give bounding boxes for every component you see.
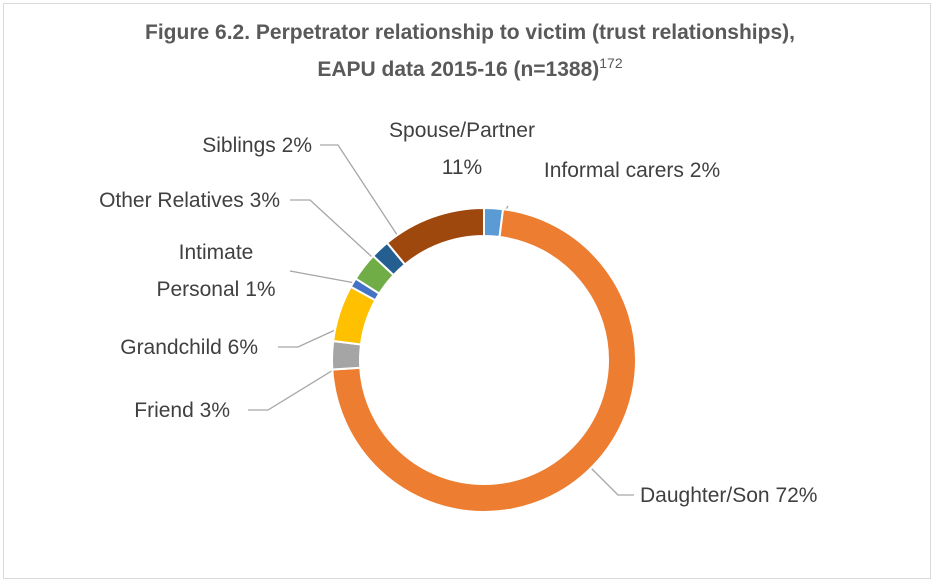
chart-border (3, 3, 931, 579)
value-label: 11% (441, 156, 483, 179)
data-label: Grandchild 6% (120, 329, 258, 366)
category-label: Friend (134, 399, 194, 422)
value-label: 1% (245, 278, 276, 301)
donut-slice (331, 339, 363, 371)
category-label: Intimate Personal (156, 241, 254, 301)
title-superscript: 172 (599, 55, 623, 71)
data-label: Other Relatives 3% (99, 182, 280, 219)
category-label: Daughter/Son (640, 484, 770, 507)
value-label: 3% (249, 189, 280, 212)
category-label: Grandchild (120, 336, 222, 359)
value-label: 2% (281, 134, 312, 157)
donut-slice (385, 206, 485, 266)
leader-line (278, 324, 347, 348)
category-label: Siblings (202, 134, 276, 157)
leader-line (320, 144, 410, 254)
data-label: Siblings 2% (202, 127, 312, 164)
data-label: Intimate Personal 1% (141, 234, 291, 308)
donut-slice (331, 208, 637, 513)
chart-title: Figure 6.2. Perpetrator relationship to … (145, 21, 795, 81)
leader-line (248, 363, 344, 411)
value-label: 2% (689, 159, 721, 182)
data-label: Informal carers 2% (542, 152, 722, 189)
value-label: 3% (199, 399, 230, 422)
data-label: Friend 3% (134, 392, 230, 429)
category-label: Other Relatives (99, 189, 244, 212)
leader-line (290, 199, 385, 269)
category-label: Spouse/Partner (389, 119, 535, 142)
value-label: 6% (227, 336, 258, 359)
category-label: Informal carers (543, 159, 684, 182)
chart-title-block: Figure 6.2. Perpetrator relationship to … (120, 18, 820, 85)
value-label: 72% (775, 484, 818, 507)
data-label: Spouse/Partner 11% (377, 112, 547, 186)
data-label: Daughter/Son 72% (640, 477, 817, 514)
